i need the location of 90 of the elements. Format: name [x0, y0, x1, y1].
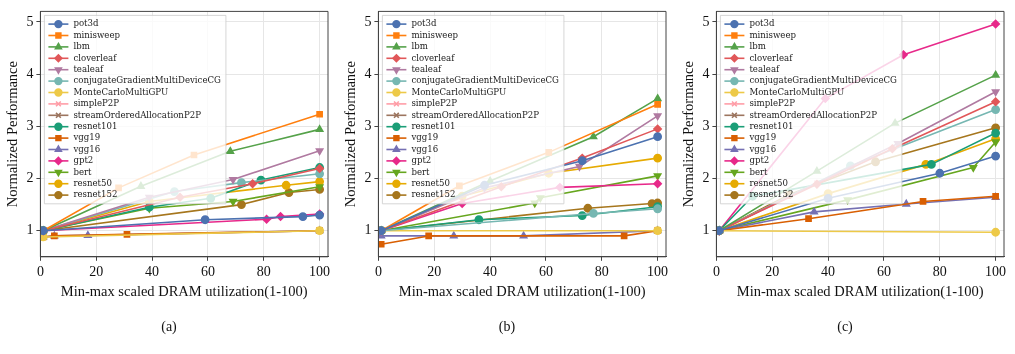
legend-label: simpleP2P: [73, 98, 120, 109]
x-axis-title: Min-max scaled DRAM utilization(1-100): [736, 283, 984, 301]
legend-label: MonteCarloMultiGPU: [749, 86, 845, 97]
legend-label: simpleP2P: [749, 98, 796, 109]
legend-label: resnet101: [73, 120, 118, 131]
legend-label: conjugateGradientMultiDeviceCG: [411, 75, 560, 86]
y-tick-label: 5: [364, 13, 372, 29]
legend-label: resnet152: [749, 189, 794, 200]
y-tick-label: 4: [364, 65, 372, 81]
legend-label: cloverleaf: [411, 52, 456, 63]
legend-label: resnet152: [73, 189, 118, 200]
legend-label: vgg19: [72, 132, 101, 143]
legend-label: cloverleaf: [749, 52, 794, 63]
y-tick-label: 2: [702, 170, 710, 186]
x-axis-title: Min-max scaled DRAM utilization(1-100): [398, 283, 646, 301]
legend-label: vgg16: [72, 143, 101, 154]
legend-label: streamOrderedAllocationP2P: [73, 109, 202, 120]
x-tick-label: 80: [932, 263, 947, 279]
legend-label: minisweep: [411, 29, 459, 40]
y-tick-label: 3: [26, 117, 34, 133]
y-axis-title: Normalized Performance: [3, 61, 20, 208]
legend-label: vgg16: [410, 143, 439, 154]
legend-label: resnet101: [749, 120, 794, 131]
x-tick-label: 0: [36, 263, 44, 279]
x-tick-label: 0: [374, 263, 382, 279]
x-tick-label: 20: [765, 263, 780, 279]
legend-label: lbm: [73, 41, 90, 52]
legend-label: pot3d: [411, 18, 437, 29]
x-tick-label: 100: [985, 263, 1007, 279]
legend-label: MonteCarloMultiGPU: [411, 86, 507, 97]
legend-label: tealeaf: [73, 63, 105, 74]
x-tick-label: 80: [594, 263, 609, 279]
x-tick-label: 40: [821, 263, 836, 279]
legend-label: conjugateGradientMultiDeviceCG: [73, 75, 222, 86]
legend-label: lbm: [411, 41, 428, 52]
legend-label: vgg16: [748, 143, 777, 154]
y-axis-title: Normalized Performance: [679, 61, 696, 208]
legend-label: bert: [749, 166, 769, 177]
text: (c): [837, 319, 853, 335]
x-tick-label: 20: [89, 263, 104, 279]
y-tick-label: 1: [702, 222, 710, 238]
legend-label: pot3d: [749, 18, 775, 29]
y-tick-label: 2: [26, 170, 34, 186]
x-tick-label: 0: [712, 263, 720, 279]
x-tick-label: 80: [256, 263, 271, 279]
legend-label: resnet152: [411, 189, 456, 200]
x-tick-label: 60: [200, 263, 215, 279]
legend-label: gpt2: [73, 155, 94, 166]
y-tick-label: 4: [26, 65, 34, 81]
legend-label: bert: [73, 166, 93, 177]
legend-label: gpt2: [749, 155, 770, 166]
legend-label: vgg19: [410, 132, 439, 143]
legend-label: resnet50: [73, 177, 113, 188]
x-tick-label: 40: [483, 263, 498, 279]
legend-label: conjugateGradientMultiDeviceCG: [749, 75, 898, 86]
y-tick-label: 3: [364, 117, 372, 133]
y-axis-title: Normalized Performance: [341, 61, 358, 208]
y-tick-label: 2: [364, 170, 372, 186]
legend-label: tealeaf: [411, 63, 443, 74]
y-tick-label: 5: [26, 13, 34, 29]
y-tick-label: 1: [26, 222, 34, 238]
legend-label: MonteCarloMultiGPU: [73, 86, 169, 97]
x-tick-label: 40: [145, 263, 160, 279]
y-tick-label: 3: [702, 117, 710, 133]
y-tick-label: 5: [702, 13, 710, 29]
x-tick-label: 100: [647, 263, 669, 279]
legend-label: resnet101: [411, 120, 456, 131]
legend-label: streamOrderedAllocationP2P: [749, 109, 878, 120]
y-tick-label: 4: [702, 65, 710, 81]
x-tick-label: 60: [876, 263, 891, 279]
legend-label: minisweep: [73, 29, 121, 40]
x-tick-label: 20: [427, 263, 442, 279]
y-tick-label: 1: [364, 222, 372, 238]
text: (a): [161, 319, 177, 335]
x-tick-label: 100: [309, 263, 331, 279]
legend-label: lbm: [749, 41, 766, 52]
legend-label: gpt2: [411, 155, 432, 166]
legend-label: vgg19: [748, 132, 777, 143]
legend-label: simpleP2P: [411, 98, 458, 109]
legend-label: minisweep: [749, 29, 797, 40]
legend-label: tealeaf: [749, 63, 781, 74]
x-axis-title: Min-max scaled DRAM utilization(1-100): [60, 283, 308, 301]
legend-label: streamOrderedAllocationP2P: [411, 109, 540, 120]
legend-label: pot3d: [73, 18, 99, 29]
legend-label: bert: [411, 166, 431, 177]
x-tick-label: 60: [538, 263, 553, 279]
legend-label: resnet50: [411, 177, 451, 188]
text: (b): [498, 319, 516, 335]
legend-label: cloverleaf: [73, 52, 118, 63]
legend-label: resnet50: [749, 177, 789, 188]
